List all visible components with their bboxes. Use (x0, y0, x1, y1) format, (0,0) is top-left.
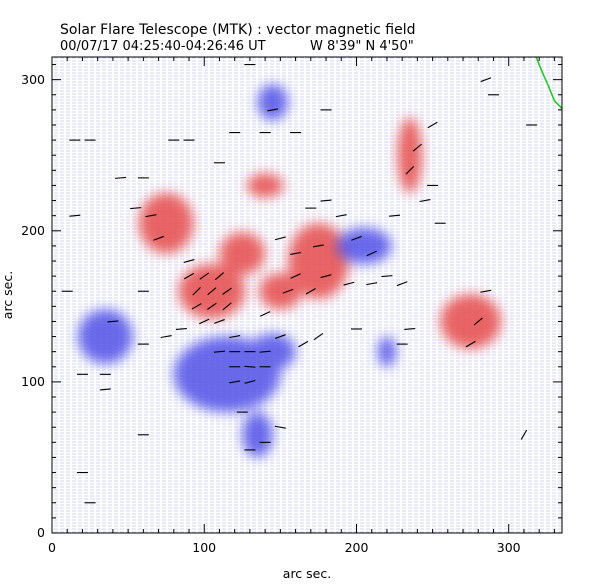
field-vector (267, 108, 279, 112)
field-vector (405, 166, 415, 175)
field-vector (298, 340, 309, 348)
field-vector (312, 244, 324, 248)
field-vector (199, 318, 210, 325)
positive-field-region (287, 223, 349, 299)
x-tick-0: 0 (48, 540, 56, 555)
field-vector (214, 319, 225, 324)
field-vector (274, 425, 286, 429)
transverse-field-vectors (61, 64, 538, 504)
field-vector (480, 77, 492, 83)
field-vector (396, 281, 408, 287)
observation-position: W 8'39" N 4'50" (310, 39, 414, 54)
figure-title: Solar Flare Telescope (MTK) : vector mag… (60, 22, 416, 38)
field-vector (404, 327, 416, 331)
positive-field-layer (138, 117, 502, 349)
field-vector (290, 273, 301, 279)
plot-frame (51, 56, 563, 534)
field-vector (480, 289, 492, 293)
field-vector (351, 235, 362, 241)
negative-field-region (249, 333, 296, 370)
plot-area (52, 57, 562, 533)
x-axis-label: arc sec. (283, 566, 331, 581)
field-vector (412, 143, 422, 152)
field-vector (183, 272, 195, 280)
field-vector (389, 214, 401, 217)
solar-limb-line (535, 57, 562, 109)
field-vector (191, 303, 202, 310)
y-tick-300: 300 (21, 72, 45, 87)
negative-field-region (336, 227, 392, 265)
field-vector (320, 274, 332, 279)
negative-field-layer (77, 84, 397, 458)
field-vector (381, 275, 393, 278)
negative-field-region (257, 84, 288, 121)
field-vector (229, 335, 241, 339)
field-vector (153, 235, 164, 241)
axis-ticks (51, 57, 562, 534)
field-vector (192, 286, 201, 296)
field-vector (160, 335, 172, 339)
field-vector (282, 288, 294, 294)
field-vector (259, 311, 271, 317)
field-vector (207, 302, 217, 310)
y-tick-100: 100 (21, 374, 45, 389)
positive-field-region (246, 173, 284, 198)
field-vector (244, 365, 256, 368)
field-vector (274, 236, 286, 241)
field-vector (213, 350, 225, 353)
positive-field-region (397, 117, 422, 193)
field-vector (259, 350, 271, 353)
field-vector (275, 334, 286, 339)
positive-field-region (440, 294, 502, 349)
field-vector (175, 327, 187, 331)
field-vector (99, 388, 111, 391)
field-vector (199, 272, 210, 280)
field-vector (214, 272, 225, 281)
field-vector (207, 287, 217, 296)
y-axis-label: arc sec. (0, 271, 15, 319)
field-vector (313, 332, 324, 341)
field-vector (366, 282, 378, 286)
field-vector (290, 251, 302, 255)
y-tick-0: 0 (37, 525, 45, 540)
field-vector (145, 214, 157, 218)
negative-field-region (242, 412, 273, 458)
field-vector (419, 199, 431, 203)
field-vector (343, 281, 355, 286)
field-vector (427, 121, 438, 129)
positive-field-region (138, 193, 194, 254)
x-tick-200: 200 (345, 540, 369, 555)
negative-field-region (377, 336, 397, 367)
field-vector (335, 214, 347, 218)
field-vector (465, 340, 476, 348)
x-tick-300: 300 (497, 540, 521, 555)
field-vector (244, 379, 256, 384)
field-vector (222, 302, 232, 311)
field-vector (320, 199, 332, 202)
field-vector (114, 176, 127, 179)
field-vector (229, 380, 241, 384)
field-vector (222, 287, 232, 295)
field-vector (107, 320, 119, 323)
field-vector (305, 287, 316, 295)
field-vector (69, 214, 81, 217)
observation-time: 00/07/17 04:25:40-04:26:46 UT (60, 39, 266, 54)
field-vector (130, 207, 142, 210)
field-vector (520, 429, 528, 440)
positive-field-region (259, 273, 302, 310)
field-vector (473, 317, 483, 326)
positive-field-region (219, 232, 266, 275)
x-tick-100: 100 (192, 540, 216, 555)
y-tick-200: 200 (21, 223, 45, 238)
field-vector (366, 250, 377, 257)
negative-field-region (77, 309, 133, 364)
field-vector (183, 259, 195, 263)
